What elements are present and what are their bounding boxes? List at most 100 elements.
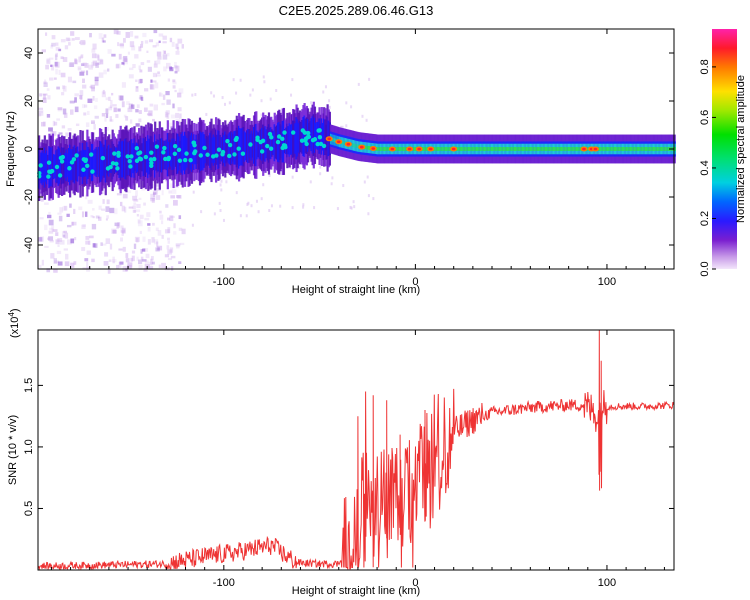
spectrogram-noise-cell	[322, 90, 325, 94]
spectrogram-noise-cell	[159, 214, 164, 220]
spectrogram-band-center	[633, 147, 636, 151]
spectrogram-noise-cell	[213, 212, 216, 216]
spectrogram-peak-point	[192, 149, 198, 154]
spectrogram-noise-cell	[144, 260, 149, 265]
spectrogram-band-center	[540, 147, 543, 151]
spectrogram-noise-cell	[71, 38, 75, 41]
spectrogram-noise-cell	[91, 61, 94, 68]
spectrogram-noise-cell	[324, 85, 327, 89]
spectrogram-noise-cell	[115, 114, 119, 118]
spectrogram-noise-cell	[108, 106, 113, 111]
colorbar-tick-label: 0.4	[699, 160, 711, 175]
spectrogram-noise-cell	[154, 82, 159, 89]
spectrogram-band-center	[503, 147, 506, 151]
spectrogram-noise-cell	[161, 234, 164, 239]
spectrogram-band-inner	[48, 146, 51, 188]
spectrogram-band-center	[517, 147, 520, 151]
spectrogram-band-center	[402, 147, 405, 151]
spectrogram-noise-cell	[152, 118, 155, 122]
spectrogram-noise-cell	[133, 243, 137, 249]
spectrogram-noise-cell	[92, 216, 95, 219]
spectrogram-band-center	[341, 140, 344, 145]
spectrogram-noise-cell	[91, 87, 95, 92]
spectrogram-noise-cell	[357, 82, 360, 86]
spectrogram-band-center	[479, 147, 482, 151]
spectrogram-band-center	[457, 147, 460, 151]
spectrogram-noise-cell	[161, 190, 164, 196]
spectrogram-band-center	[465, 147, 468, 151]
spectrogram-band-inner	[178, 136, 181, 171]
spectrogram-noise-cell	[73, 208, 76, 214]
spectrogram-peak-point	[108, 164, 113, 170]
spectrogram-band-inner	[228, 132, 231, 165]
spectrogram-noise-cell	[171, 41, 175, 47]
colorbar: 0.0 0.2 0.4 0.6 0.8 Normalized spectral ampl…	[699, 29, 747, 277]
spectrogram-noise-cell	[57, 261, 63, 266]
spectrogram-band-center	[396, 147, 399, 151]
spectrogram-noise-cell	[150, 84, 155, 90]
spectrogram-y-tick-label: 20	[23, 95, 35, 107]
spectrogram-noise-cell	[48, 236, 54, 241]
spectrogram-noise-cell	[152, 190, 158, 195]
spectrogram-noise-cell	[135, 190, 138, 197]
colorbar-tick-label: 0.8	[699, 59, 711, 74]
spectrogram-noise-cell	[82, 62, 87, 67]
spectrogram-peak-point	[154, 144, 160, 149]
spectrogram-noise-cell	[159, 210, 162, 214]
spectrogram-noise-cell	[50, 253, 55, 259]
spectrogram-noise-cell	[50, 44, 54, 49]
spectrogram-noise-cell	[66, 224, 72, 228]
spectrogram-band-center	[490, 147, 494, 151]
spectrogram-noise-cell	[63, 112, 68, 118]
spectrogram-noise-cell	[175, 243, 181, 247]
spectrogram-band-center	[469, 147, 472, 151]
spectrogram-band-inner	[290, 124, 294, 155]
spectrogram-peak-point	[315, 141, 320, 147]
spectrogram-noise-cell	[129, 41, 135, 48]
spectrogram-band-center	[496, 147, 499, 151]
spectrogram-band-inner	[109, 148, 112, 173]
spectrogram-band-inner	[256, 130, 259, 160]
spectrogram-noise-cell	[93, 124, 96, 130]
spectrogram-noise-cell	[155, 183, 160, 187]
spectrogram-noise-cell	[139, 230, 142, 234]
spectrogram-noise-cell	[54, 54, 58, 61]
spectrogram-band-inner	[247, 128, 250, 164]
spectrogram-band-inner	[324, 119, 327, 156]
spectrogram-peak-point	[172, 151, 178, 156]
spectrogram-band-inner	[235, 127, 238, 168]
spectrogram-noise-cell	[92, 243, 96, 248]
spectrogram-noise-cell	[162, 54, 168, 60]
spectrogram-noise-cell	[142, 236, 146, 242]
spectrogram-noise-cell	[149, 39, 154, 43]
spectrogram-noise-cell	[138, 259, 143, 265]
spectrogram-noise-cell	[54, 121, 58, 126]
spectrogram-peak-point	[90, 169, 95, 174]
spectrogram-x-tick-label: 100	[598, 276, 616, 288]
spectrogram-band-inner	[309, 121, 312, 149]
spectrogram-hot-point-core	[371, 147, 376, 150]
spectrogram-band-inner	[303, 115, 306, 157]
spectrogram-noise-cell	[146, 212, 151, 217]
spectrogram-noise-cell	[69, 203, 72, 208]
spectrogram-band-center	[606, 147, 610, 151]
spectrogram-noise-cell	[51, 64, 55, 71]
spectrogram-noise-cell	[71, 221, 77, 226]
spectrogram-noise-cell	[168, 122, 173, 128]
spectrogram-noise-cell	[328, 99, 331, 103]
spectrogram-noise-cell	[108, 259, 112, 262]
spectrogram-noise-cell	[48, 127, 53, 132]
spectrogram-peak-point	[280, 136, 285, 142]
spectrogram-band-center	[501, 147, 504, 151]
spectrogram-noise-cell	[42, 121, 46, 127]
spectrogram-band-center	[508, 147, 511, 151]
spectrogram-noise-cell	[269, 97, 272, 101]
spectrogram-x-label: Height of straight line (km)	[292, 284, 420, 296]
spectrogram-noise-cell	[132, 195, 138, 201]
spectrogram-noise-cell	[134, 54, 139, 59]
spectrogram-noise-cell	[178, 227, 183, 231]
spectrogram-noise-cell	[39, 93, 43, 97]
spectrogram-noise-cell	[89, 235, 94, 239]
spectrogram-noise-cell	[88, 240, 91, 246]
